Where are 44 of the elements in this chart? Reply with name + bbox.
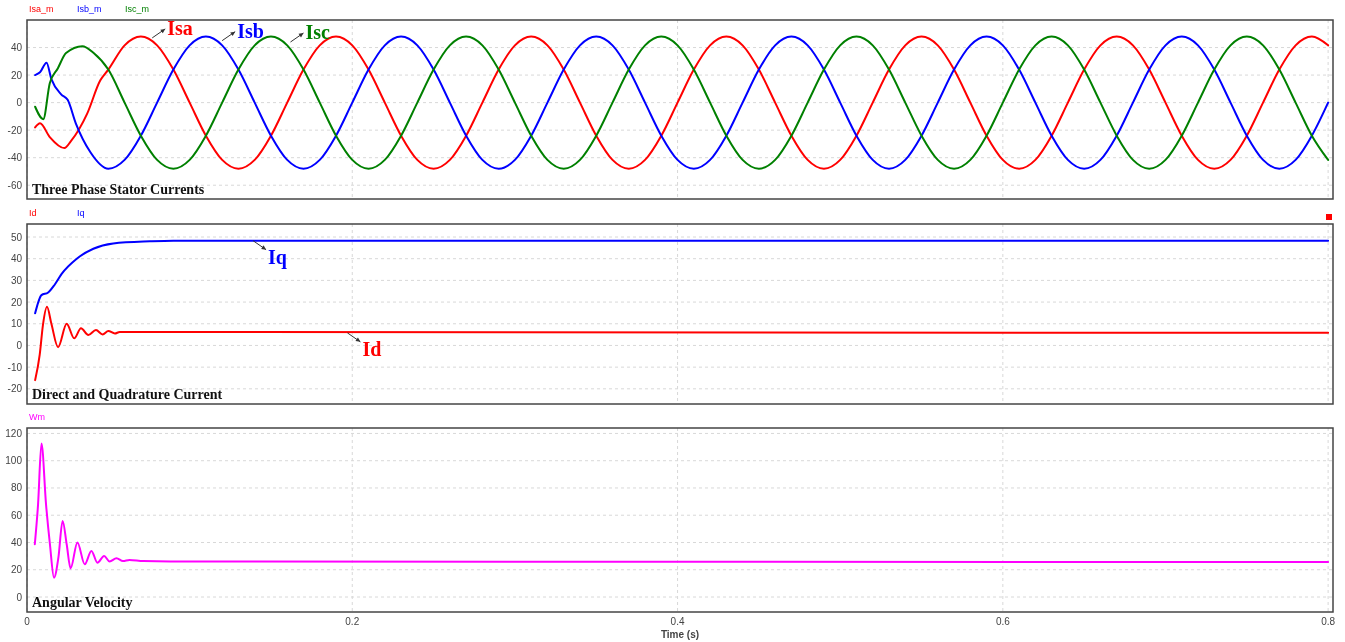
x-tick-label: 0.6 [995,616,1011,627]
annotation: Isa [167,16,193,39]
x-axis-title: Time (s) [660,629,700,640]
line-series [33,442,1330,579]
y-tick-label: -40 [7,152,23,164]
y-tick-label: 40 [10,536,23,548]
annotation: Iq [268,245,287,269]
y-tick-label: -20 [7,124,23,136]
y-tick-label: 20 [10,296,23,308]
text: Wm [29,412,45,422]
line-series [34,239,1330,315]
y-tick-label: -10 [7,361,23,373]
text: Direct and Quadrature Current [32,387,223,402]
y-tick-label: 0 [16,339,23,351]
y-tick-label: -20 [7,383,23,395]
annotation: Isb [237,19,264,42]
annotation: Isc [305,21,331,44]
x-tick-label: 0 [24,616,31,627]
y-tick-label: 80 [10,482,23,494]
x-tick-label: 0.8 [1321,616,1336,627]
y-tick-label: 0 [16,97,23,109]
y-tick-label: 40 [10,42,23,54]
y-tick-label: 20 [10,69,23,81]
y-tick-label: 20 [10,564,23,576]
y-tick-label: 10 [10,318,23,330]
text: Angular Velocity [32,595,133,610]
y-tick-label: 0 [16,591,23,603]
text: Iq [77,208,85,218]
y-tick-label: 100 [5,455,23,467]
text: Id [29,208,37,218]
y-tick-label: 120 [5,427,23,439]
y-tick-label: 30 [10,274,23,286]
text: Three Phase Stator Currents [32,182,205,197]
text: Isa_m [29,4,54,14]
y-tick-label: 60 [10,509,23,521]
y-tick-label: -60 [7,179,23,191]
x-tick-label: 0.2 [345,616,360,627]
line-series [34,305,1330,382]
x-tick-label: 0.4 [670,616,685,627]
text: Isb_m [77,4,102,14]
text: Isc_m [125,4,150,14]
annotation: Id [362,337,382,360]
y-tick-label: 40 [10,253,23,265]
y-tick-label: 50 [10,231,23,243]
